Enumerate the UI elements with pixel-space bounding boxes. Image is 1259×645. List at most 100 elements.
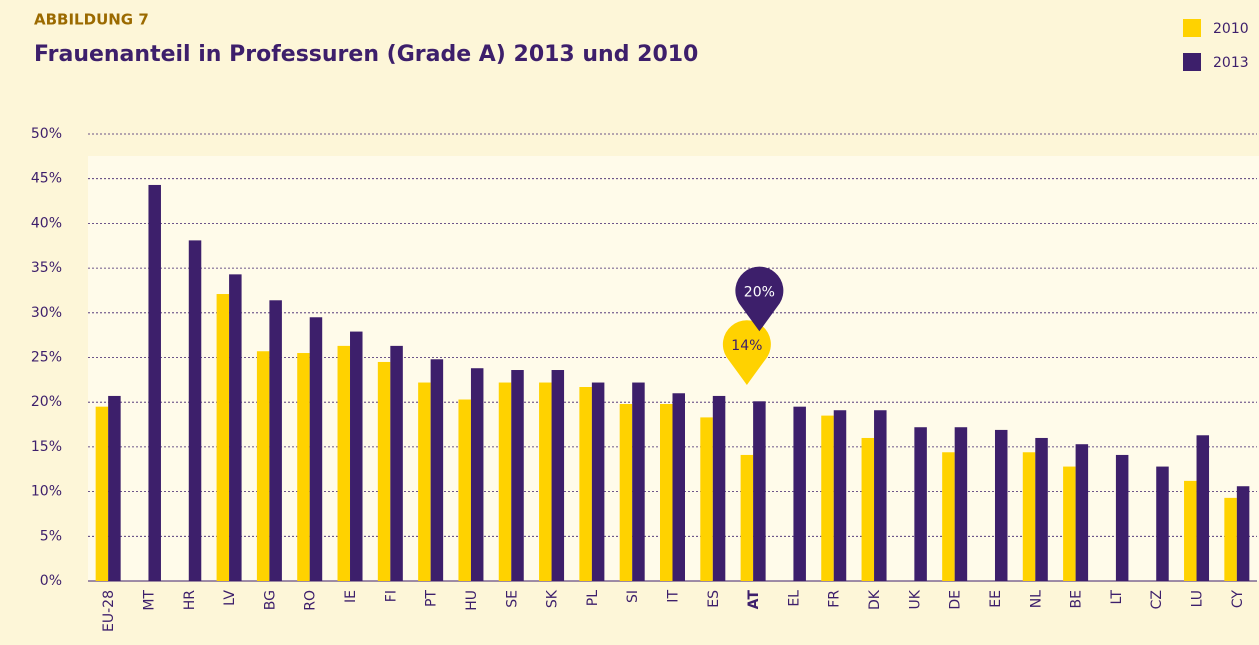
bar — [148, 184, 161, 581]
bar — [551, 370, 565, 581]
x-tick-label: PL — [585, 590, 601, 606]
x-tick-label: IE — [343, 590, 359, 603]
bar — [632, 382, 645, 581]
x-tick-label: BE — [1069, 590, 1085, 608]
bar — [297, 353, 310, 581]
bar — [1156, 466, 1169, 581]
bar — [1236, 486, 1250, 581]
y-tick-label: 10% — [31, 484, 62, 500]
x-tick-label: UK — [907, 589, 923, 609]
y-tick-label: 5% — [40, 528, 62, 544]
bar — [753, 401, 766, 581]
bar — [309, 317, 323, 581]
x-tick-label: LT — [1109, 590, 1125, 605]
bar — [377, 361, 391, 581]
y-tick-label: 15% — [31, 439, 62, 455]
bar — [1075, 444, 1089, 581]
bar — [470, 368, 484, 581]
y-tick-label: 35% — [31, 260, 62, 276]
bar — [821, 415, 834, 581]
bar — [511, 370, 524, 581]
bar — [256, 351, 270, 581]
bar — [1035, 437, 1048, 581]
x-tick-label: HR — [182, 590, 198, 611]
bar — [188, 240, 202, 582]
bar — [229, 274, 242, 581]
bar — [861, 437, 875, 581]
bar — [712, 395, 726, 581]
bar — [660, 403, 673, 581]
x-tick-label: HU — [464, 590, 480, 611]
y-tick-label: 30% — [31, 305, 62, 321]
bar — [539, 382, 552, 581]
chart-kicker: ABBILDUNG 7 — [34, 11, 149, 29]
bar — [350, 331, 363, 581]
data-label: 14% — [731, 338, 762, 354]
x-tick-label: ES — [706, 590, 722, 608]
bar — [269, 300, 282, 581]
x-tick-label: BG — [262, 590, 278, 610]
bar — [1224, 497, 1237, 581]
bar — [579, 387, 592, 581]
y-tick-label: 20% — [31, 394, 62, 410]
x-tick-label: FI — [383, 590, 399, 602]
x-tick-label: LV — [222, 590, 238, 606]
y-tick-label: 25% — [31, 350, 62, 366]
value-pin — [735, 266, 784, 332]
bar — [1063, 466, 1076, 581]
y-tick-label: 40% — [31, 215, 62, 231]
x-tick-label: EL — [786, 590, 802, 607]
x-tick-label: LU — [1190, 590, 1206, 607]
legend-swatch — [1183, 53, 1201, 71]
x-tick-label: RO — [303, 590, 319, 611]
bar — [95, 406, 109, 581]
x-tick-label: IT — [666, 590, 682, 603]
bar — [942, 452, 955, 581]
x-tick-label: MT — [141, 590, 157, 611]
bar — [1184, 480, 1197, 581]
bar — [418, 382, 431, 581]
chart-title: Frauenanteil in Professuren (Grade A) 20… — [34, 42, 698, 67]
bar — [498, 382, 512, 581]
bar — [1115, 454, 1129, 581]
bar — [954, 427, 968, 581]
bar — [430, 359, 444, 581]
x-tick-label: FR — [827, 590, 843, 608]
bar — [390, 345, 403, 581]
bar — [874, 410, 887, 581]
x-tick-label: SI — [625, 590, 641, 603]
y-tick-label: 50% — [31, 126, 62, 142]
bar — [1022, 452, 1036, 581]
bar — [994, 429, 1008, 581]
x-tick-label: DE — [948, 590, 964, 610]
y-tick-label: 0% — [40, 573, 62, 589]
bar — [833, 410, 847, 581]
legend-label: 2013 — [1213, 55, 1249, 71]
bar — [458, 399, 471, 581]
bar — [216, 294, 230, 581]
bar — [672, 393, 685, 581]
legend-label: 2010 — [1213, 21, 1249, 37]
bar — [619, 403, 633, 581]
bar — [108, 395, 121, 581]
data-label: 20% — [744, 284, 775, 300]
y-tick-label: 45% — [31, 171, 62, 187]
x-tick-label: DK — [867, 589, 883, 610]
bar — [591, 382, 605, 581]
x-tick-label: AT — [746, 590, 762, 610]
x-tick-label: EE — [988, 590, 1004, 608]
x-tick-label: EU-28 — [101, 590, 117, 632]
bar — [793, 406, 806, 581]
bar — [914, 427, 927, 581]
x-tick-label: SK — [545, 589, 561, 608]
x-tick-label: NL — [1028, 590, 1044, 608]
legend-swatch — [1183, 19, 1201, 37]
x-tick-label: CY — [1230, 590, 1246, 609]
x-tick-label: CZ — [1149, 590, 1165, 609]
bar — [1196, 435, 1210, 581]
value-pin — [722, 320, 771, 385]
x-tick-label: PT — [424, 590, 440, 607]
bar — [740, 454, 754, 581]
x-tick-label: SE — [504, 590, 520, 608]
